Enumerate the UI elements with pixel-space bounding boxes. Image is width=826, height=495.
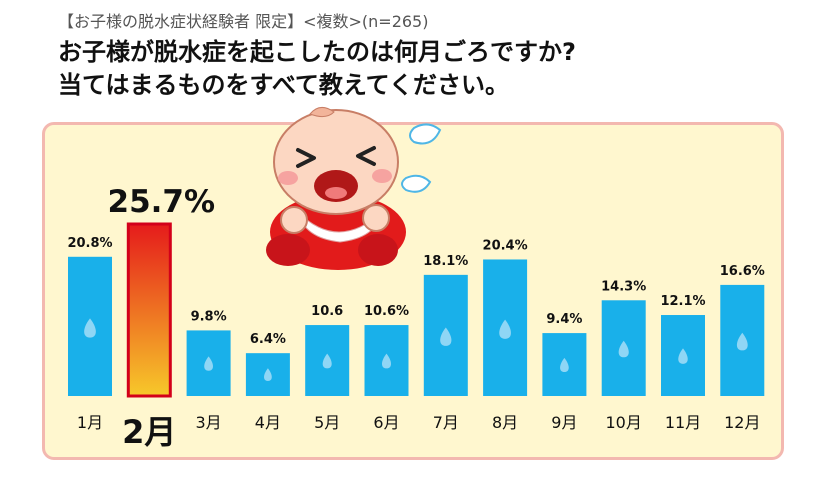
water-drop-icon	[678, 348, 688, 364]
data-label: 16.6%	[720, 264, 765, 279]
data-label: 10.6	[311, 304, 343, 319]
category-label: 10月	[606, 413, 642, 432]
water-drop-icon	[204, 356, 213, 371]
data-label: 6.4%	[250, 332, 286, 347]
category-label: 4月	[255, 413, 281, 432]
survey-subtitle: 【お子様の脱水症状経験者 限定】<複数>(n=265)	[58, 12, 429, 31]
category-label: 9月	[551, 413, 577, 432]
data-label: 20.8%	[67, 236, 112, 251]
water-drop-icon	[618, 340, 629, 358]
data-label: 25.7%	[108, 184, 216, 220]
category-label: 6月	[373, 413, 399, 432]
water-drop-icon	[560, 357, 569, 373]
category-label: 5月	[314, 413, 340, 432]
water-drop-icon	[440, 327, 452, 346]
water-drop-icon	[381, 353, 392, 369]
data-label: 18.1%	[423, 254, 468, 269]
category-label: 11月	[665, 413, 701, 432]
category-label: 1月	[77, 413, 103, 432]
title-line-2: 当てはまるものをすべて教えてください。	[58, 71, 509, 99]
data-label: 9.4%	[546, 312, 582, 327]
sweat-drop-icon	[401, 123, 442, 193]
data-label: 14.3%	[601, 279, 646, 294]
water-drop-icon	[499, 319, 511, 339]
water-drop-icon	[84, 318, 96, 338]
data-label: 9.8%	[191, 309, 227, 324]
water-drop-icon	[736, 332, 748, 351]
category-label: 2月	[122, 413, 176, 451]
data-label: 12.1%	[660, 294, 705, 309]
water-drop-icon	[264, 368, 272, 382]
title-line-1: お子様が脱水症を起こしたのは何月ごろですか?	[58, 38, 576, 66]
category-label: 8月	[492, 413, 518, 432]
category-label: 7月	[433, 413, 459, 432]
page-title: お子様が脱水症を起こしたのは何月ごろですか? 当てはまるものをすべて教えてくださ…	[58, 36, 576, 102]
crying-baby-icon	[266, 107, 442, 270]
category-label: 12月	[724, 413, 760, 432]
data-label: 10.6%	[364, 304, 409, 319]
data-label: 20.4%	[483, 238, 528, 253]
water-drop-icon	[322, 353, 332, 369]
category-label: 3月	[196, 413, 222, 432]
bar-2月	[126, 222, 172, 398]
